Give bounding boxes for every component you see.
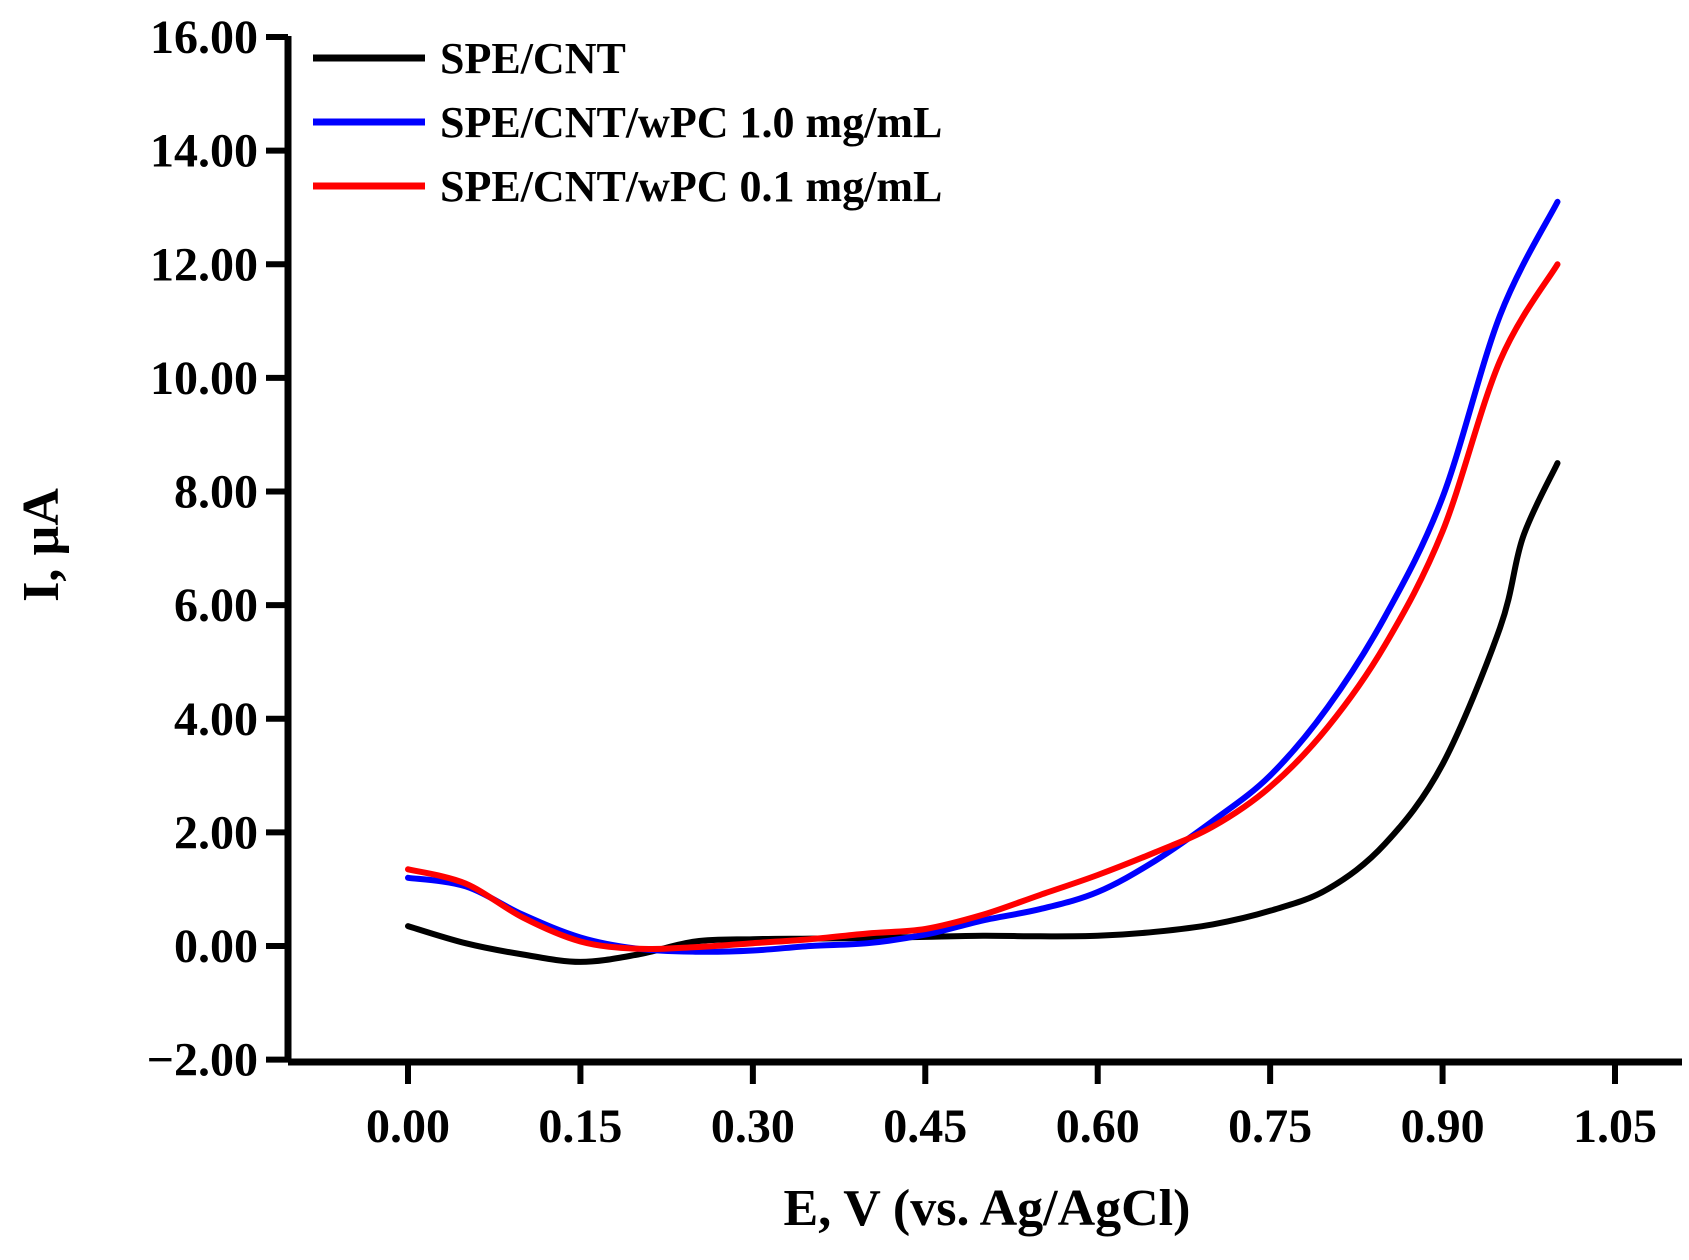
y-tick-label: −2.00 [147,1034,258,1087]
legend-item-wpc-1-0: SPE/CNT/wPC 1.0 mg/mL [313,98,942,147]
y-tick-label: 4.00 [174,693,258,746]
y-tick-label: 6.00 [174,579,258,632]
y-ticks: −2.00 0.00 2.00 4.00 6.00 8.00 10.00 12.00 14.00… [147,11,288,1087]
series-layer [405,198,1561,965]
y-tick-label: 2.00 [174,806,258,859]
y-tick-label: 8.00 [174,466,258,519]
series-wpc-0-1-line [405,261,1561,953]
series-spe-cnt-line [405,460,1561,965]
legend: SPE/CNT SPE/CNT/wPC 1.0 mg/mL SPE/CNT/wPC … [313,34,942,211]
series-wpc-1-0-line [405,198,1561,955]
y-tick-label: 0.00 [174,920,258,973]
x-tick-label: 0.90 [1401,1100,1485,1153]
x-tick-label: 0.00 [366,1100,450,1153]
y-tick-label: 10.00 [150,352,258,405]
legend-label: SPE/CNT/wPC 0.1 mg/mL [440,162,942,211]
legend-item-wpc-0-1: SPE/CNT/wPC 0.1 mg/mL [313,162,942,211]
x-tick-label: 0.75 [1228,1100,1312,1153]
x-tick-label: 0.15 [538,1100,622,1153]
legend-item-spe-cnt: SPE/CNT [313,34,626,83]
x-axis-title: E, V (vs. Ag/AgCl) [784,1180,1191,1237]
axes-layer [284,36,1682,1066]
y-tick-label: 12.00 [150,238,258,291]
y-axis-title: I, µA [13,488,70,602]
y-tick-label: 16.00 [150,11,258,64]
y-tick-label: 14.00 [150,125,258,178]
x-ticks: 0.00 0.15 0.30 0.45 0.60 0.75 0.90 1.05 [366,1062,1657,1153]
x-tick-label: 0.45 [883,1100,967,1153]
x-tick-label: 0.30 [711,1100,795,1153]
legend-label: SPE/CNT [440,34,626,83]
legend-label: SPE/CNT/wPC 1.0 mg/mL [440,98,942,147]
x-tick-label: 0.60 [1056,1100,1140,1153]
x-tick-label: 1.05 [1573,1100,1657,1153]
